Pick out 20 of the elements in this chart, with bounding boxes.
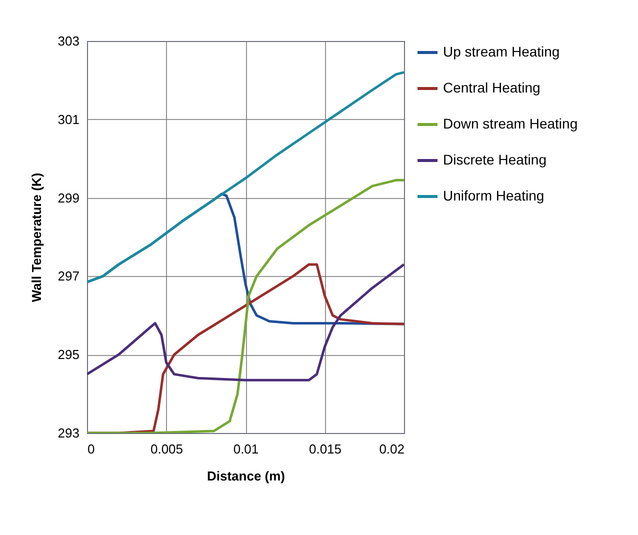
legend-label: Discrete Heating <box>443 152 546 168</box>
y-tick-label: 299 <box>58 190 80 206</box>
x-tick-label: 0.02 <box>379 442 404 456</box>
y-axis-title: Wall Temperature (K) <box>28 172 44 302</box>
legend-label: Up stream Heating <box>443 44 560 60</box>
line-series <box>87 263 404 382</box>
x-tick-label: 0.01 <box>233 442 259 456</box>
x-tick-label: 0 <box>88 442 95 456</box>
y-tick-label: 297 <box>58 268 80 284</box>
x-axis-title: Distance (m) <box>206 468 286 484</box>
line-series <box>87 71 404 284</box>
legend-label: Uniform Heating <box>443 188 544 204</box>
x-tick-label: 0.015 <box>308 442 342 456</box>
legend-label: Down stream Heating <box>443 116 578 132</box>
y-tick-label: 295 <box>58 347 80 362</box>
y-tick-label: 301 <box>58 112 80 127</box>
y-tick-label: 293 <box>58 426 80 440</box>
y-tick-label: 303 <box>58 34 80 48</box>
legend-label: Central Heating <box>443 80 540 96</box>
x-tick-label: 0.005 <box>150 442 184 456</box>
